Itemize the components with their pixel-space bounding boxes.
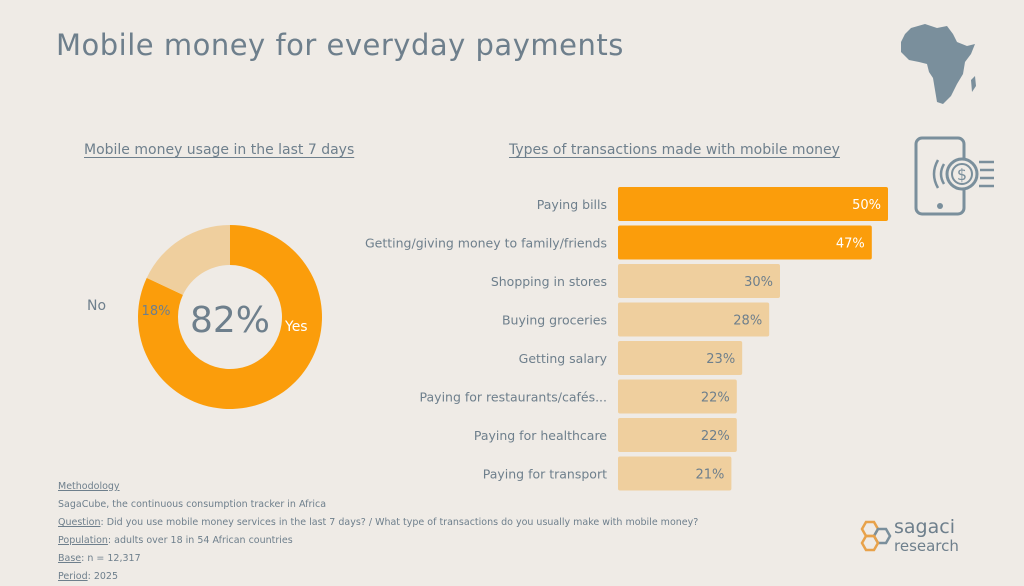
question-text: : Did you use mobile money services in t… (100, 517, 699, 528)
bar-5 (618, 379, 737, 414)
bars-subtitle: Types of transactions made with mobile m… (509, 142, 840, 158)
page-title: Mobile money for everyday payments (56, 28, 624, 62)
bar-category-label: Paying for healthcare (474, 428, 607, 443)
methodology-label: Methodology (58, 481, 120, 492)
sagaci-logo: sagaci research (856, 518, 976, 558)
bar-6 (618, 418, 737, 452)
period-text: : 2025 (87, 571, 119, 582)
donut-slice-yes (138, 225, 322, 409)
donut-chart: 82% Yes 18% No (87, 225, 322, 409)
bar-3 (618, 302, 770, 337)
population-label: Population (58, 535, 108, 546)
donut-no-value-label: 18% (142, 304, 171, 319)
donut-slice-no (146, 225, 230, 295)
donut-subtitle: Mobile money usage in the last 7 days (84, 142, 355, 158)
base-text: : n = 12,317 (81, 553, 141, 564)
bar-1 (618, 225, 872, 260)
hexagon-logo-icon (860, 520, 892, 552)
population-text: : adults over 18 in 54 African countries (107, 535, 293, 546)
methodology-text: SagaCube, the continuous consumption tra… (58, 499, 327, 510)
bar-value-label: 22% (701, 429, 730, 444)
bar-0 (618, 187, 888, 221)
svg-text:$: $ (957, 165, 967, 184)
bar-value-label: 50% (852, 198, 881, 213)
bar-category-label: Buying groceries (502, 313, 607, 328)
bar-value-label: 23% (706, 352, 735, 367)
bar-category-label: Paying for transport (483, 467, 607, 482)
logo-line2: research (894, 537, 959, 555)
donut-center-label: 82% (190, 300, 270, 341)
donut-no-label: No (87, 298, 106, 314)
bar-2 (618, 264, 780, 298)
question-label: Question (58, 517, 101, 528)
bar-category-label: Paying bills (537, 197, 607, 212)
bar-value-label: 21% (695, 468, 724, 483)
base-label: Base (58, 553, 82, 564)
donut-yes-label: Yes (284, 319, 308, 335)
bar-7 (618, 456, 732, 491)
period-label: Period (58, 571, 88, 582)
africa-map-icon (901, 24, 976, 104)
bar-value-label: 47% (836, 237, 865, 252)
bar-category-label: Getting salary (519, 351, 608, 366)
bar-category-label: Shopping in stores (491, 274, 607, 289)
bar-value-label: 22% (701, 391, 730, 406)
bar-4 (618, 341, 743, 375)
bar-chart: Paying bills 50% Getting/giving money to f… (365, 187, 888, 491)
bar-category-label: Getting/giving money to family/friends (365, 236, 607, 251)
logo-line1: sagaci (894, 516, 955, 538)
bar-value-label: 30% (744, 275, 773, 290)
mobile-payment-icon: $ (914, 136, 994, 216)
bar-value-label: 28% (733, 314, 762, 329)
bar-category-label: Paying for restaurants/cafés... (420, 390, 607, 405)
methodology-footer: Methodology SagaCube, the continuous con… (58, 478, 698, 586)
